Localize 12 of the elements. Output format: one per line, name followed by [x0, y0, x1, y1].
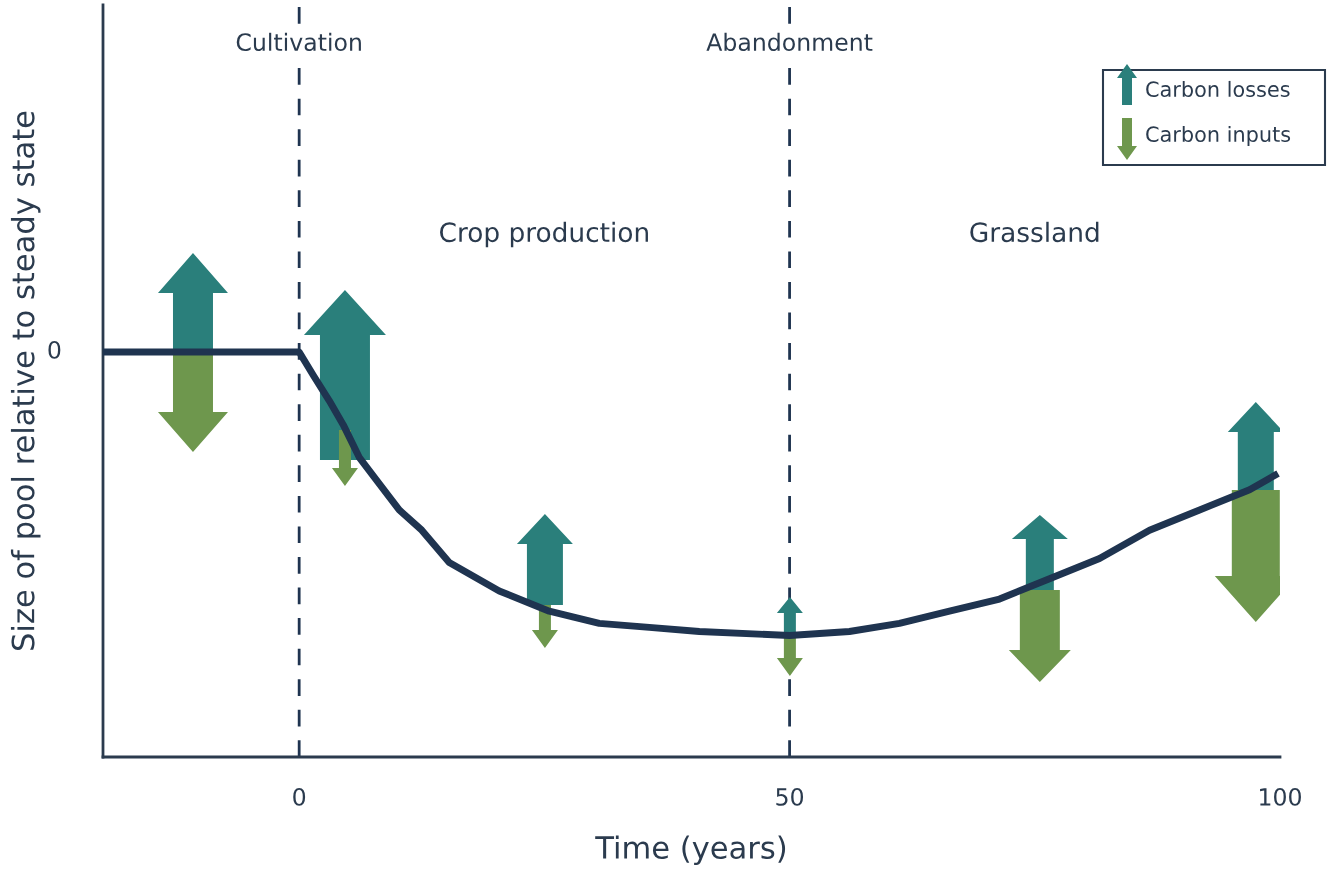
- annotation: 0: [48, 340, 61, 359]
- text: Crop production: [440, 221, 648, 248]
- ref-line-label: Cultivation: [236, 32, 361, 52]
- ref-line-label: Abandonment: [706, 32, 873, 52]
- x-axis-title: Time (years): [595, 835, 786, 865]
- x-tick-label: 0: [293, 787, 306, 806]
- x-tick-label: 100: [1260, 787, 1301, 806]
- y-axis-title: Size of pool relative to steady state: [10, 111, 41, 650]
- text: Grassland: [970, 221, 1099, 243]
- text: Carbon inputs: [1146, 125, 1291, 147]
- text: Carbon losses: [1146, 80, 1290, 98]
- x-tick-label: 50: [776, 787, 804, 806]
